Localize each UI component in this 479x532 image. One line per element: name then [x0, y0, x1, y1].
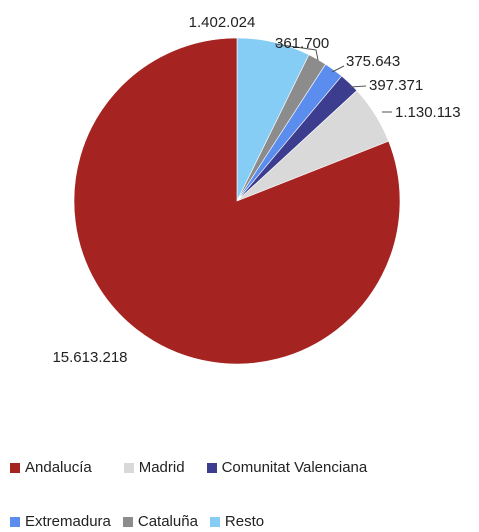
leader-lines [274, 43, 392, 113]
legend-label-cataluna: Cataluña [137, 513, 198, 530]
legend-swatch-resto [209, 516, 220, 527]
pie-slice-andalucia [73, 37, 401, 365]
legend-item-cataluna: Cataluña [122, 513, 198, 530]
legend-label-resto: Resto [224, 513, 265, 530]
legend-swatch-madrid [123, 462, 134, 473]
leader-line-comunitat-valenciana [349, 85, 367, 88]
data-label-resto: 1.402.024 [189, 14, 256, 31]
leader-line-cataluna [274, 43, 319, 61]
legend-label-comunitat-valenciana: Comunitat Valenciana [221, 459, 368, 476]
legend-swatch-extremadura [10, 516, 20, 527]
legend-label-madrid: Madrid [138, 459, 185, 476]
legend-item-andalucia: Andalucía [10, 459, 92, 476]
legend-swatch-comunitat-valenciana [206, 462, 217, 473]
legend-item-resto: Resto [209, 513, 265, 530]
data-label-andalucia: 15.613.218 [52, 349, 127, 366]
legend-label-extremadura: Extremadura [25, 513, 111, 530]
legend-row-1: Andalucía Madrid Comunitat Valenciana [10, 459, 379, 476]
legend-row-2: Extremadura Cataluña Resto [10, 513, 276, 530]
legend-swatch-andalucia [10, 462, 20, 473]
pie-slices [73, 37, 401, 365]
data-label-comunitat-valenciana: 397.371 [369, 77, 423, 94]
pie-chart: 1.402.024 361.700 375.643 397.371 1.130.113 1… [52, 14, 460, 366]
data-label-madrid: 1.130.113 [395, 104, 461, 121]
data-label-extremadura: 375.643 [346, 53, 400, 70]
legend-item-madrid: Madrid [123, 459, 185, 476]
data-label-cataluna: 361.700 [275, 35, 329, 52]
legend-item-extremadura: Extremadura [10, 513, 111, 530]
legend-label-andalucia: Andalucía [25, 459, 92, 476]
leader-line-extremadura [331, 65, 345, 73]
legend-swatch-cataluna [122, 516, 133, 527]
legend-item-comunitat-valenciana: Comunitat Valenciana [206, 459, 368, 476]
data-labels: 1.402.024 361.700 375.643 397.371 1.130.113 1… [52, 14, 460, 366]
